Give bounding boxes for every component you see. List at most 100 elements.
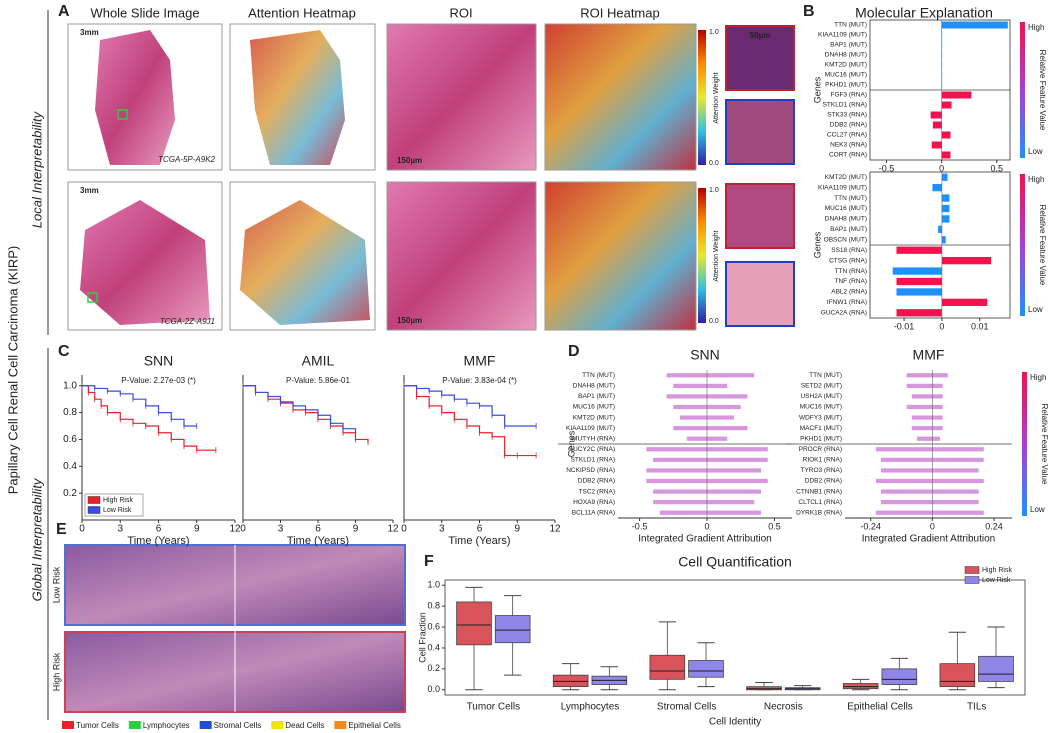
- legend-label: Dead Cells: [285, 721, 324, 730]
- x-axis-label: Cell Identity: [709, 717, 761, 728]
- y-tick-label: 0.2: [427, 663, 440, 673]
- x-tick-label: 6: [156, 524, 162, 535]
- bar: [941, 204, 950, 213]
- colorbar-high: High: [1028, 23, 1044, 32]
- gene-label: STKLD1 (RNA): [571, 457, 615, 464]
- survival-curve: [404, 385, 537, 457]
- colorbar-high: High: [1028, 175, 1044, 184]
- x-tick-label: 9: [353, 524, 359, 535]
- bar: [896, 309, 942, 317]
- attribution-range: [673, 383, 728, 388]
- gene-label: DNAH8 (MUT): [573, 383, 615, 390]
- colorbar-tick: 1.0: [709, 29, 719, 36]
- gene-label: NCKIPSD (RNA): [566, 467, 615, 474]
- legend-swatch: [87, 506, 101, 514]
- survival-curve: [82, 385, 216, 451]
- x-axis-label: Integrated Gradient Attribution: [638, 534, 771, 545]
- gene-label: GUCA2A (RNA): [821, 310, 867, 317]
- gene-label: MUC16 (MUT): [800, 404, 842, 411]
- panel-label: A: [58, 3, 70, 20]
- x-tick-label: 0: [79, 524, 85, 535]
- box: [456, 601, 492, 646]
- x-tick-label: 0: [705, 521, 710, 531]
- bar: [896, 277, 942, 286]
- box: [688, 660, 724, 678]
- y-tick-label: 0.2: [63, 488, 77, 499]
- gene-label: STKLD1 (RNA): [823, 102, 867, 109]
- attribution-range: [653, 457, 768, 462]
- bar: [932, 121, 942, 129]
- colorbar: [1020, 22, 1025, 158]
- column-title: ROI Heatmap: [580, 5, 659, 20]
- bar: [941, 256, 992, 265]
- colorbar-label: Relative Feature Value: [1040, 404, 1049, 485]
- x-tick-label: 3: [117, 524, 123, 535]
- bar: [941, 21, 1008, 29]
- colorbar-low: Low: [1030, 505, 1045, 514]
- x-tick-label: 6: [477, 524, 483, 535]
- y-tick-label: 0.6: [63, 434, 77, 445]
- box: [978, 655, 1014, 682]
- column-title: Whole Slide Image: [90, 5, 199, 20]
- annotation: P-Value: 5.86e-01: [286, 376, 350, 385]
- x-tick-label: 0: [939, 321, 944, 331]
- gene-label: RIOK1 (RNA): [803, 457, 842, 464]
- x-tick-label: 12: [549, 524, 561, 535]
- gene-label: KIAA1109 (MUT): [818, 184, 867, 191]
- attribution-range: [911, 415, 943, 420]
- bar: [941, 298, 988, 307]
- chart-title: SNN: [144, 353, 174, 369]
- legend-label: Lymphocytes: [143, 721, 190, 730]
- legend-label: High Risk: [103, 497, 133, 504]
- gene-label: BAP1 (MUT): [830, 42, 867, 49]
- gene-label: BCL11A (RNA): [572, 509, 615, 516]
- x-tick-label: -0.5: [632, 521, 648, 531]
- attribution-range: [906, 404, 943, 410]
- chart-title: MMF: [913, 347, 945, 363]
- scale-label: 150µm: [397, 156, 422, 165]
- attribution-range: [911, 426, 943, 431]
- gene-label: USH2A (MUT): [800, 393, 842, 400]
- bar: [892, 267, 942, 275]
- legend-swatch: [964, 576, 980, 584]
- colorbar-label: Attention Weight: [713, 230, 720, 281]
- column-title: Attention Heatmap: [248, 5, 356, 20]
- x-tick-label: 12: [229, 524, 241, 535]
- gene-label: BAP1 (MUT): [830, 226, 867, 233]
- survival-curve: [82, 385, 197, 427]
- gene-label: CCL27 (RNA): [827, 132, 867, 139]
- y-axis-label: Genes: [812, 76, 822, 103]
- attribution-range: [673, 426, 748, 431]
- box: [881, 668, 918, 685]
- legend-swatch: [128, 721, 141, 729]
- panel-a-images: [67, 23, 795, 331]
- gene-label: TTN (MUT): [834, 195, 867, 202]
- plot-frame: [444, 579, 1026, 696]
- y-tick-label: 1.0: [427, 580, 440, 590]
- box: [939, 663, 976, 688]
- x-tick-label: 0: [939, 163, 944, 173]
- panel-label: C: [58, 343, 70, 360]
- gene-label: MUC16 (MUT): [825, 205, 867, 212]
- colorbar-tick: 1.0: [709, 187, 719, 194]
- colorbar-low: Low: [1028, 305, 1043, 314]
- gene-label: KIAA1109 (MUT): [818, 32, 867, 39]
- y-axis-label: Genes: [812, 231, 822, 258]
- gene-label: SS18 (RNA): [831, 247, 867, 254]
- attribution-range: [880, 489, 979, 494]
- attribution-range: [653, 500, 755, 505]
- y-tick-label: 0.0: [427, 684, 440, 694]
- slide-id: TCGA-5P-A9K2: [158, 155, 215, 164]
- y-tick-label: 0.4: [63, 461, 77, 472]
- gene-label: KMT2D (MUT): [573, 414, 615, 421]
- global-label: Global Interpretability: [29, 477, 44, 601]
- gene-label: MACF1 (MUT): [800, 425, 842, 432]
- row-label: Low Risk: [51, 566, 61, 603]
- box: [649, 654, 686, 680]
- y-axis-label: Cell Fraction: [417, 612, 427, 663]
- gene-label: TYRO3 (RNA): [800, 467, 842, 474]
- x-tick-label: Stromal Cells: [657, 702, 716, 713]
- panel-label: F: [424, 553, 434, 570]
- y-axis-label: Genes: [566, 430, 576, 457]
- gene-label: MUC16 (MUT): [573, 404, 615, 411]
